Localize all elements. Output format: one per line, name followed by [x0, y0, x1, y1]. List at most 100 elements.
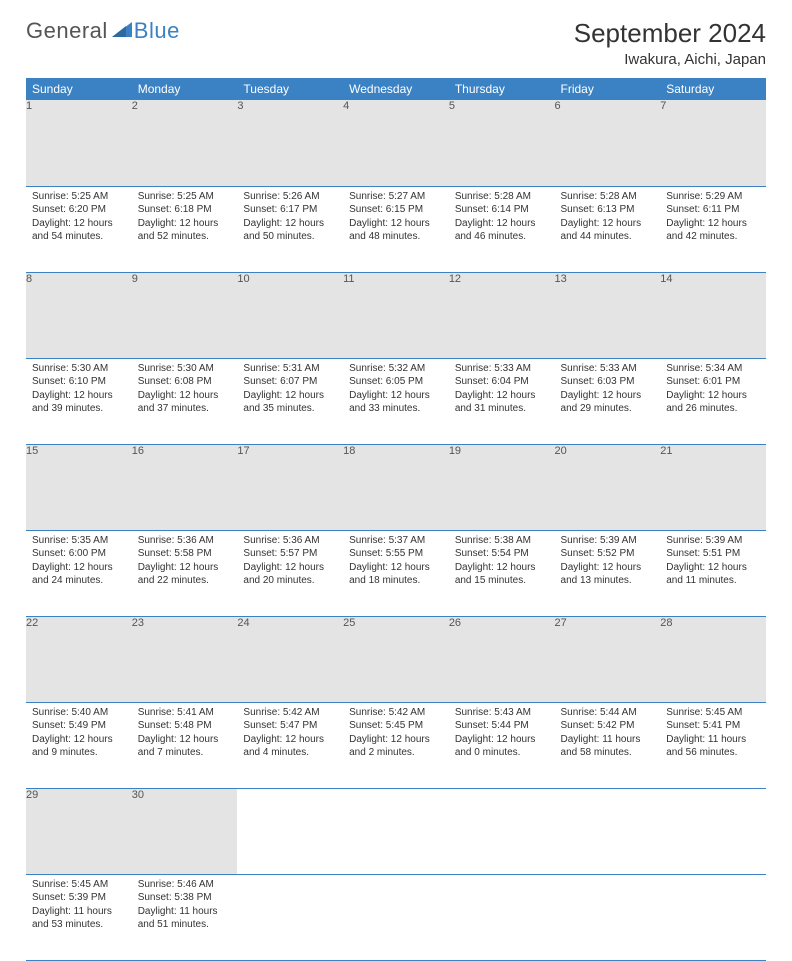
day-number: 15: [26, 444, 132, 530]
sunset-line: Sunset: 6:03 PM: [561, 375, 655, 389]
day-details: Sunrise: 5:36 AMSunset: 5:58 PMDaylight:…: [132, 531, 238, 594]
daynum-row: 891011121314: [26, 272, 766, 358]
daylight-line: Daylight: 12 hoursand 50 minutes.: [243, 217, 337, 244]
sunrise-line: Sunrise: 5:26 AM: [243, 190, 337, 204]
day-cell: Sunrise: 5:33 AMSunset: 6:04 PMDaylight:…: [449, 358, 555, 444]
day-details: Sunrise: 5:45 AMSunset: 5:39 PMDaylight:…: [26, 875, 132, 938]
day-cell: Sunrise: 5:45 AMSunset: 5:39 PMDaylight:…: [26, 874, 132, 960]
sunrise-line: Sunrise: 5:30 AM: [32, 362, 126, 376]
daylight-line: Daylight: 12 hoursand 46 minutes.: [455, 217, 549, 244]
sunrise-line: Sunrise: 5:36 AM: [138, 534, 232, 548]
sunset-line: Sunset: 6:15 PM: [349, 203, 443, 217]
day-details: Sunrise: 5:29 AMSunset: 6:11 PMDaylight:…: [660, 187, 766, 250]
day-details: Sunrise: 5:46 AMSunset: 5:38 PMDaylight:…: [132, 875, 238, 938]
day-number: 20: [555, 444, 661, 530]
day-details: Sunrise: 5:25 AMSunset: 6:20 PMDaylight:…: [26, 187, 132, 250]
day-number: 7: [660, 100, 766, 186]
weekday-tuesday: Tuesday: [237, 78, 343, 100]
day-cell: Sunrise: 5:44 AMSunset: 5:42 PMDaylight:…: [555, 702, 661, 788]
daylight-line: Daylight: 12 hoursand 2 minutes.: [349, 733, 443, 760]
day-details: Sunrise: 5:25 AMSunset: 6:18 PMDaylight:…: [132, 187, 238, 250]
sunset-line: Sunset: 6:14 PM: [455, 203, 549, 217]
weekday-thursday: Thursday: [449, 78, 555, 100]
empty-cell: [660, 874, 766, 960]
day-number: 6: [555, 100, 661, 186]
day-details: Sunrise: 5:33 AMSunset: 6:04 PMDaylight:…: [449, 359, 555, 422]
daylight-line: Daylight: 12 hoursand 33 minutes.: [349, 389, 443, 416]
sunrise-line: Sunrise: 5:32 AM: [349, 362, 443, 376]
sunset-line: Sunset: 6:17 PM: [243, 203, 337, 217]
day-cell: Sunrise: 5:36 AMSunset: 5:57 PMDaylight:…: [237, 530, 343, 616]
daylight-line: Daylight: 12 hoursand 54 minutes.: [32, 217, 126, 244]
sunrise-line: Sunrise: 5:28 AM: [455, 190, 549, 204]
sunrise-line: Sunrise: 5:33 AM: [561, 362, 655, 376]
day-details: Sunrise: 5:32 AMSunset: 6:05 PMDaylight:…: [343, 359, 449, 422]
day-number: 2: [132, 100, 238, 186]
sunset-line: Sunset: 6:07 PM: [243, 375, 337, 389]
sunrise-line: Sunrise: 5:25 AM: [32, 190, 126, 204]
sunset-line: Sunset: 5:39 PM: [32, 891, 126, 905]
daylight-line: Daylight: 12 hoursand 22 minutes.: [138, 561, 232, 588]
day-cell: Sunrise: 5:25 AMSunset: 6:20 PMDaylight:…: [26, 186, 132, 272]
empty-cell: [237, 788, 343, 874]
week-row: Sunrise: 5:35 AMSunset: 6:00 PMDaylight:…: [26, 530, 766, 616]
sunrise-line: Sunrise: 5:42 AM: [349, 706, 443, 720]
day-cell: Sunrise: 5:34 AMSunset: 6:01 PMDaylight:…: [660, 358, 766, 444]
empty-cell: [555, 788, 661, 874]
calendar-table: SundayMondayTuesdayWednesdayThursdayFrid…: [26, 78, 766, 961]
day-details: Sunrise: 5:26 AMSunset: 6:17 PMDaylight:…: [237, 187, 343, 250]
sunrise-line: Sunrise: 5:39 AM: [561, 534, 655, 548]
daylight-line: Daylight: 11 hoursand 53 minutes.: [32, 905, 126, 932]
day-number: 12: [449, 272, 555, 358]
sunrise-line: Sunrise: 5:29 AM: [666, 190, 760, 204]
weekday-monday: Monday: [132, 78, 238, 100]
day-details: Sunrise: 5:31 AMSunset: 6:07 PMDaylight:…: [237, 359, 343, 422]
sunset-line: Sunset: 6:11 PM: [666, 203, 760, 217]
sunset-line: Sunset: 5:51 PM: [666, 547, 760, 561]
sunrise-line: Sunrise: 5:43 AM: [455, 706, 549, 720]
sunset-line: Sunset: 6:20 PM: [32, 203, 126, 217]
sunrise-line: Sunrise: 5:45 AM: [666, 706, 760, 720]
month-title: September 2024: [574, 18, 766, 49]
day-cell: Sunrise: 5:41 AMSunset: 5:48 PMDaylight:…: [132, 702, 238, 788]
daylight-line: Daylight: 12 hoursand 11 minutes.: [666, 561, 760, 588]
day-cell: Sunrise: 5:28 AMSunset: 6:14 PMDaylight:…: [449, 186, 555, 272]
sunrise-line: Sunrise: 5:39 AM: [666, 534, 760, 548]
sunset-line: Sunset: 5:48 PM: [138, 719, 232, 733]
week-row: Sunrise: 5:45 AMSunset: 5:39 PMDaylight:…: [26, 874, 766, 960]
daylight-line: Daylight: 12 hoursand 15 minutes.: [455, 561, 549, 588]
sunset-line: Sunset: 5:44 PM: [455, 719, 549, 733]
daylight-line: Daylight: 11 hoursand 58 minutes.: [561, 733, 655, 760]
day-number: 28: [660, 616, 766, 702]
sunrise-line: Sunrise: 5:40 AM: [32, 706, 126, 720]
day-details: Sunrise: 5:45 AMSunset: 5:41 PMDaylight:…: [660, 703, 766, 766]
brand-word1: General: [26, 18, 108, 44]
brand-word2: Blue: [134, 18, 180, 44]
sunset-line: Sunset: 6:04 PM: [455, 375, 549, 389]
weekday-saturday: Saturday: [660, 78, 766, 100]
week-row: Sunrise: 5:25 AMSunset: 6:20 PMDaylight:…: [26, 186, 766, 272]
sunrise-line: Sunrise: 5:46 AM: [138, 878, 232, 892]
sunset-line: Sunset: 6:00 PM: [32, 547, 126, 561]
day-details: Sunrise: 5:35 AMSunset: 6:00 PMDaylight:…: [26, 531, 132, 594]
daylight-line: Daylight: 11 hoursand 56 minutes.: [666, 733, 760, 760]
sunset-line: Sunset: 5:58 PM: [138, 547, 232, 561]
day-number: 9: [132, 272, 238, 358]
daylight-line: Daylight: 12 hoursand 48 minutes.: [349, 217, 443, 244]
sunrise-line: Sunrise: 5:37 AM: [349, 534, 443, 548]
day-details: Sunrise: 5:37 AMSunset: 5:55 PMDaylight:…: [343, 531, 449, 594]
day-number: 16: [132, 444, 238, 530]
title-block: September 2024 Iwakura, Aichi, Japan: [574, 18, 766, 68]
day-details: Sunrise: 5:30 AMSunset: 6:08 PMDaylight:…: [132, 359, 238, 422]
daynum-row: 22232425262728: [26, 616, 766, 702]
day-cell: Sunrise: 5:42 AMSunset: 5:47 PMDaylight:…: [237, 702, 343, 788]
location-label: Iwakura, Aichi, Japan: [574, 51, 766, 68]
daylight-line: Daylight: 12 hoursand 37 minutes.: [138, 389, 232, 416]
day-number: 26: [449, 616, 555, 702]
daylight-line: Daylight: 12 hoursand 24 minutes.: [32, 561, 126, 588]
sunset-line: Sunset: 6:05 PM: [349, 375, 443, 389]
empty-cell: [660, 788, 766, 874]
day-details: Sunrise: 5:27 AMSunset: 6:15 PMDaylight:…: [343, 187, 449, 250]
daylight-line: Daylight: 12 hoursand 4 minutes.: [243, 733, 337, 760]
sunrise-line: Sunrise: 5:33 AM: [455, 362, 549, 376]
